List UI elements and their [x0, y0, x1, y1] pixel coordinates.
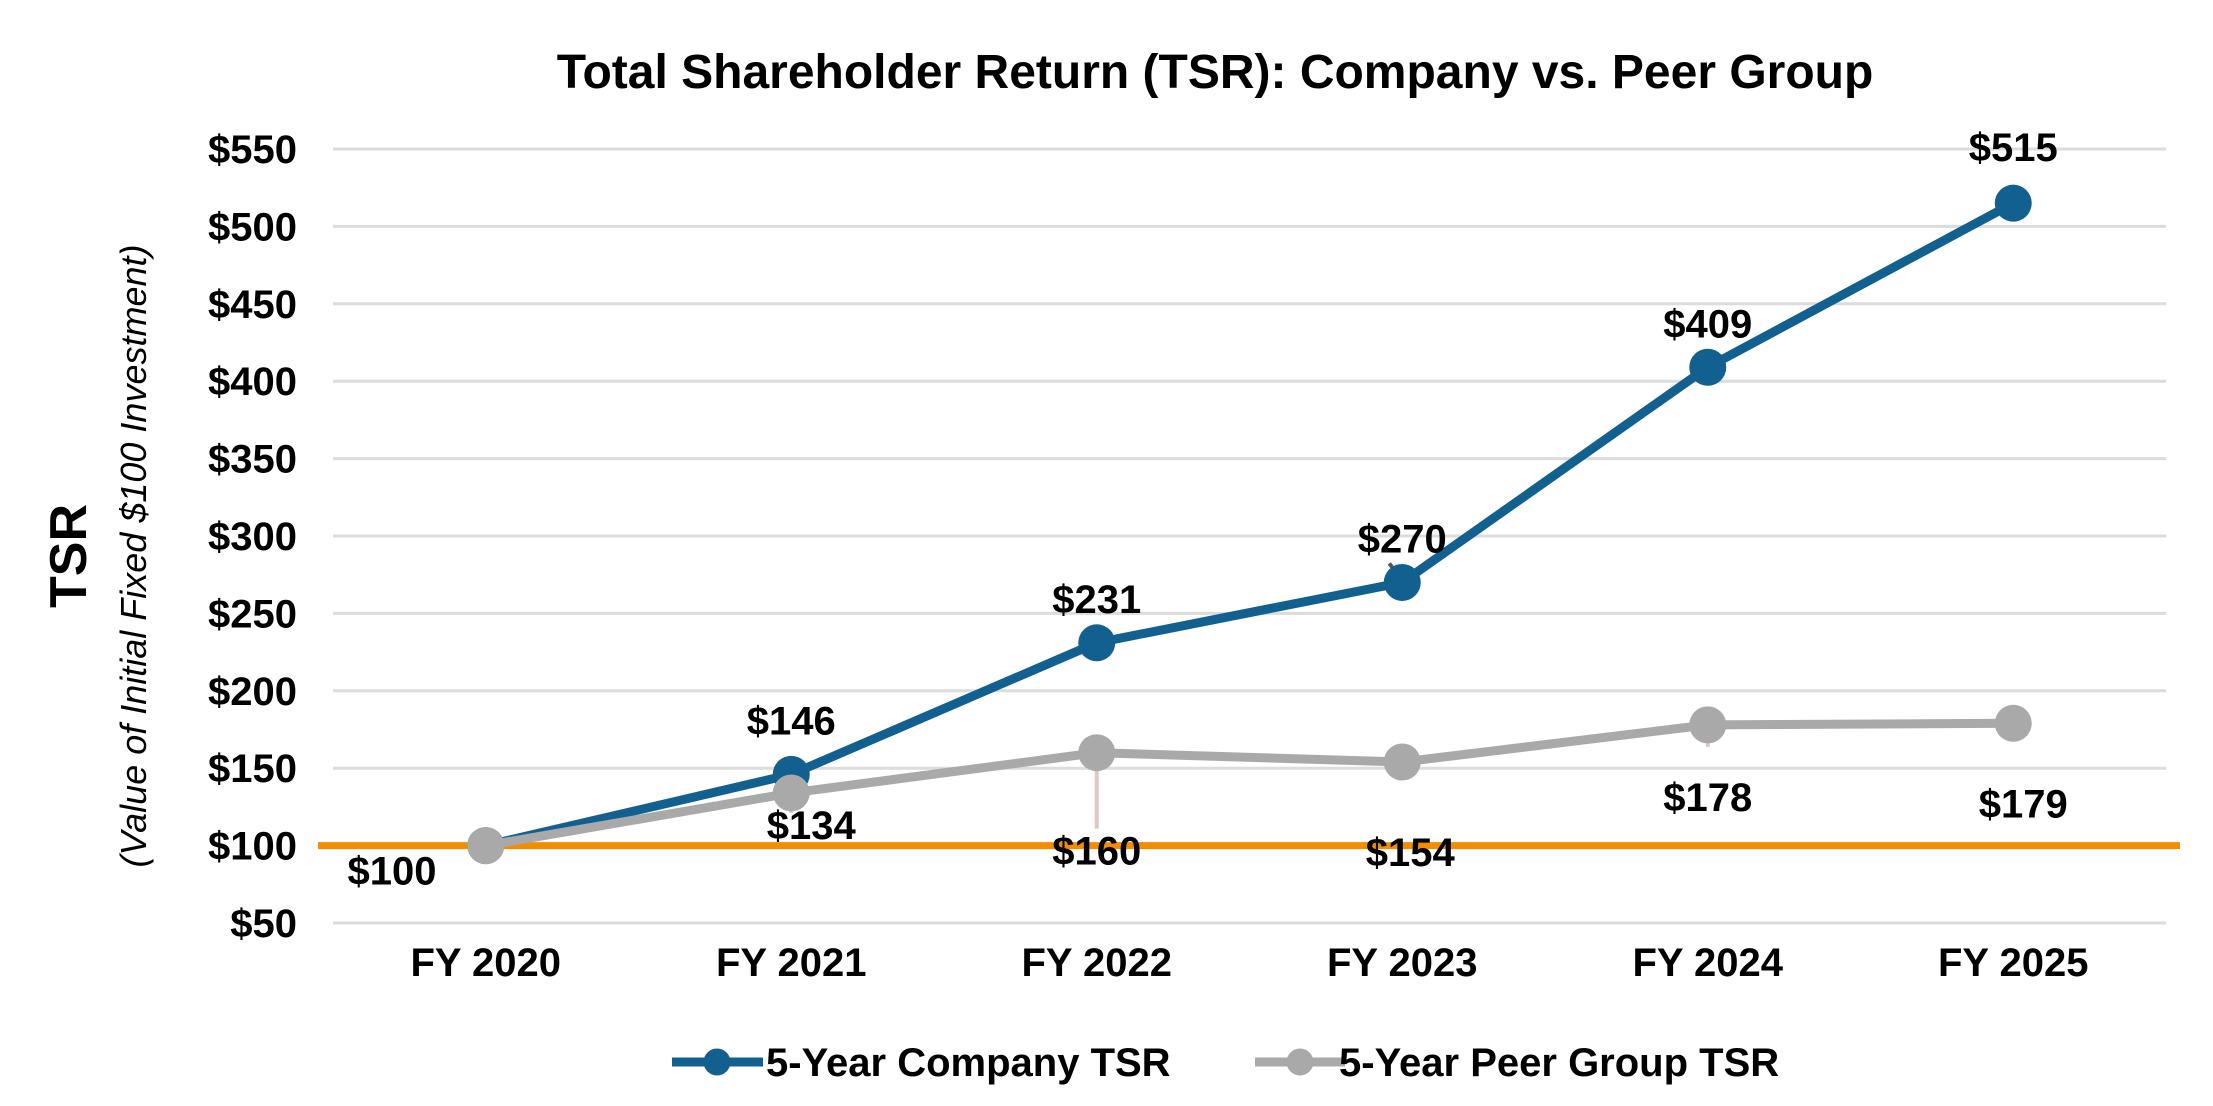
- data-point-marker: [772, 774, 810, 812]
- legend-peer-label: 5-Year Peer Group TSR: [1339, 1041, 1779, 1085]
- data-point-marker: [1689, 348, 1727, 386]
- y-tick-label: $250: [208, 592, 297, 636]
- chart-title: Total Shareholder Return (TSR): Company …: [557, 46, 1874, 99]
- data-point-marker: [1078, 624, 1116, 662]
- data-label: $231: [1052, 578, 1141, 622]
- data-label: $160: [1052, 830, 1141, 874]
- data-label: $146: [747, 699, 836, 743]
- y-tick-label: $550: [208, 128, 297, 172]
- x-axis-labels-group: FY 2020 FY 2021 FY 2022 FY 2023 FY 2024 FY 20…: [411, 941, 2089, 985]
- y-axis-subtitle: (Value of Initial Fixed $100 Investment): [113, 245, 154, 868]
- y-tick-label: $200: [208, 670, 297, 714]
- x-axis-label: FY 2023: [1327, 941, 1478, 985]
- data-point-marker: [467, 827, 505, 865]
- benchmark-label: $100: [348, 850, 437, 894]
- series-company: [467, 184, 2032, 865]
- data-point-marker: [1994, 184, 2032, 222]
- y-tick-label: $50: [230, 902, 297, 946]
- data-point-marker: [1383, 743, 1421, 781]
- data-point-marker: [1689, 706, 1727, 744]
- data-label: $179: [1979, 782, 2068, 826]
- y-tick-label: $500: [208, 205, 297, 249]
- x-axis-label: FY 2024: [1633, 941, 1784, 985]
- data-point-marker: [1078, 734, 1116, 772]
- legend-peer-marker: [1286, 1048, 1314, 1076]
- series-line: [481, 198, 2018, 851]
- data-labels-group: $146 $231 $270 $409 $515 $134 $160 $154 $178 $179: [747, 126, 2068, 875]
- y-tick-label: $150: [208, 747, 297, 791]
- data-label: $270: [1358, 517, 1447, 561]
- series-peer-group: [467, 704, 2032, 865]
- series-container: [467, 184, 2032, 865]
- data-label: $409: [1663, 302, 1752, 346]
- legend-company-label: 5-Year Company TSR: [766, 1041, 1171, 1085]
- legend-item-peer-group: 5-Year Peer Group TSR: [1255, 1041, 1779, 1085]
- benchmark-group: $100: [318, 842, 2180, 894]
- data-label: $134: [767, 804, 857, 848]
- legend-company-marker: [703, 1048, 731, 1076]
- legend: 5-Year Company TSR 5-Year Peer Group TSR: [672, 1041, 1779, 1085]
- x-axis-label: FY 2020: [411, 941, 562, 985]
- series-line: [481, 718, 2018, 851]
- data-label: $515: [1969, 126, 2058, 170]
- y-tick-labels-group: $550 $500 $450 $400 $350 $300 $250 $200 $150 $100…: [208, 128, 297, 946]
- y-tick-label: $300: [208, 515, 297, 559]
- y-tick-label: $100: [208, 825, 297, 869]
- y-tick-label: $350: [208, 438, 297, 482]
- y-tick-label: $400: [208, 360, 297, 404]
- data-point-marker: [1383, 563, 1421, 601]
- data-point-marker: [1994, 704, 2032, 742]
- legend-item-company: 5-Year Company TSR: [672, 1041, 1171, 1085]
- y-tick-label: $450: [208, 283, 297, 327]
- leader-lines-group: [789, 562, 1710, 829]
- x-axis-label: FY 2025: [1938, 941, 2089, 985]
- data-label: $154: [1366, 831, 1456, 875]
- x-axis-label: FY 2022: [1022, 941, 1173, 985]
- x-axis-label: FY 2021: [716, 941, 867, 985]
- data-label: $178: [1663, 776, 1752, 820]
- y-axis-title: TSR: [40, 504, 98, 608]
